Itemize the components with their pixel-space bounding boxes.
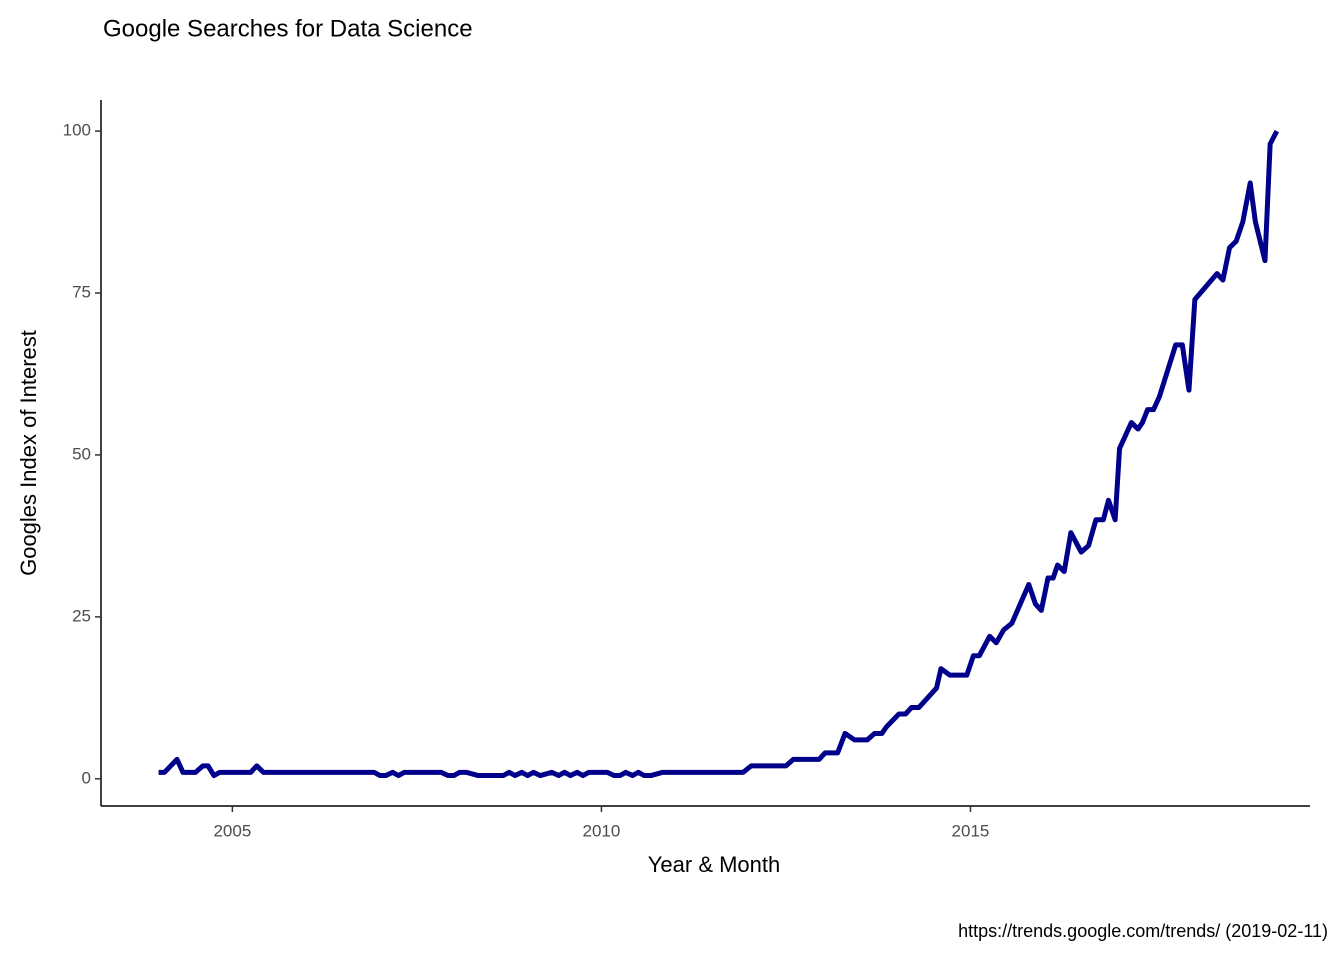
x-tick-label: 2005 [213,821,251,840]
line-series [158,129,1280,779]
y-tick-label: 0 [82,768,91,787]
y-axis-label: Googles Index of Interest [16,330,41,576]
x-axis-label: Year & Month [648,852,781,877]
y-tick-label: 75 [72,283,91,302]
x-tick-label: 2015 [952,821,990,840]
chart-title: Google Searches for Data Science [103,15,473,42]
caption: https://trends.google.com/trends/ (2019-… [958,921,1328,941]
x-tick-label: 2010 [583,821,621,840]
y-tick-label: 25 [72,606,91,625]
y-tick-label: 50 [72,444,91,463]
y-tick-label: 100 [63,121,91,140]
